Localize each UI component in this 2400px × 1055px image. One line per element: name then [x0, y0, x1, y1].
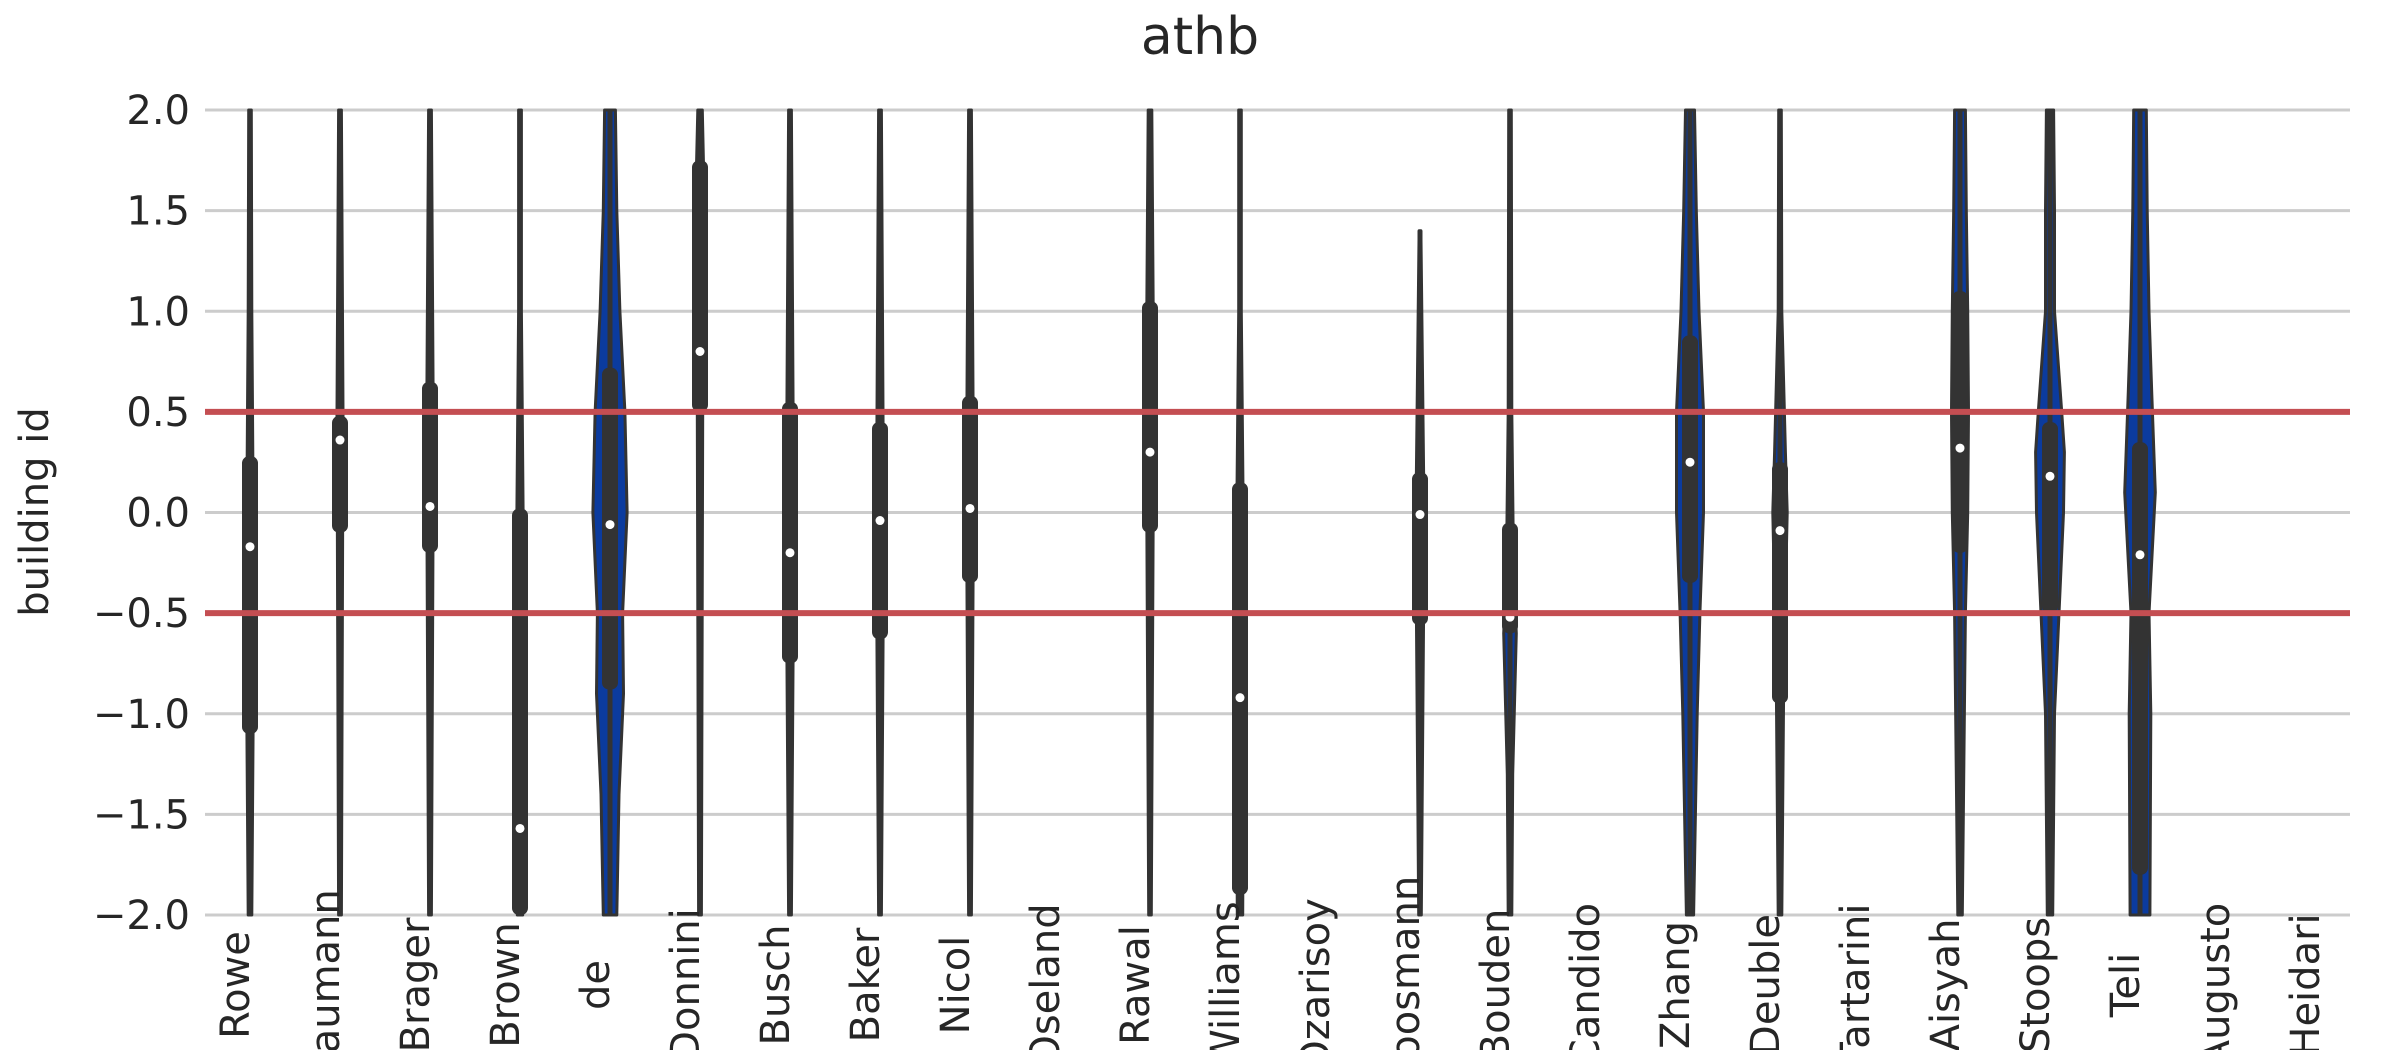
violin-iqr-box — [512, 508, 528, 915]
violin-iqr-box — [962, 395, 978, 583]
x-tick-label: Bouden — [1473, 909, 1519, 1050]
x-tick-label: Heidari — [2283, 913, 2329, 1050]
x-tick-labels: Rowe Baumann Brager Brown de Donnini Busch Bake… — [213, 876, 2329, 1055]
y-tick-label: −2.0 — [93, 893, 190, 939]
x-tick-label: Brown — [483, 922, 529, 1048]
y-tick-label: 2.0 — [126, 88, 190, 134]
violin-iqr-box — [1772, 462, 1788, 704]
x-tick-label: Baker — [843, 927, 889, 1042]
x-tick-label: Deuble — [1743, 914, 1789, 1050]
y-axis-label: building id — [12, 407, 58, 616]
violin-iqr-box — [242, 456, 258, 734]
violin-median-point — [425, 501, 435, 511]
violin-median-point — [785, 548, 795, 558]
x-tick-label: Teli — [2103, 953, 2149, 1018]
x-tick-label: Augusto — [2193, 903, 2239, 1050]
violin-iqr-box — [1232, 482, 1248, 895]
violin-median-point — [1415, 510, 1425, 520]
x-tick-label: Rowe — [213, 931, 259, 1039]
violin-iqr-box — [1502, 522, 1518, 634]
violin-median-point — [2135, 550, 2145, 560]
violin-median-point — [515, 823, 525, 833]
violin-median-point — [965, 503, 975, 513]
x-tick-label: Brager — [393, 917, 439, 1050]
violin-median-point — [335, 435, 345, 445]
violin-iqr-box — [1952, 291, 1968, 553]
x-tick-label: Stoops — [2013, 917, 2059, 1050]
x-tick-label: Zhang — [1653, 921, 1699, 1049]
y-tick-label: 1.0 — [126, 289, 190, 335]
violin-median-point — [245, 542, 255, 552]
x-tick-label: Tartarini — [1833, 904, 1879, 1051]
violin-iqr-box — [1142, 301, 1158, 533]
violin-median-point — [1775, 526, 1785, 536]
violin-iqr-box — [332, 415, 348, 533]
y-tick-label: 1.5 — [126, 189, 190, 235]
violin-median-point — [1955, 443, 1965, 453]
y-tick-label: −0.5 — [93, 591, 190, 637]
violins-layer — [242, 108, 2157, 917]
x-tick-label: Nicol — [933, 936, 979, 1035]
x-tick-label: Rawal — [1113, 925, 1159, 1045]
violin-iqr-box — [1412, 472, 1428, 626]
violin-iqr-box — [872, 421, 888, 640]
x-tick-label: Busch — [753, 925, 799, 1046]
violin-iqr-box — [692, 160, 708, 412]
violin-median-point — [695, 347, 705, 356]
violin-median-point — [2045, 471, 2055, 481]
reference-lines-layer — [205, 408, 2350, 617]
y-tick-labels: −2.0 −1.5 −1.0 −0.5 0.0 0.5 1.0 1.5 2.0 — [93, 88, 190, 939]
violin-median-point — [605, 520, 615, 530]
y-tick-label: −1.5 — [93, 792, 190, 838]
violin-median-point — [875, 516, 885, 526]
x-tick-label: Baumann — [303, 889, 349, 1050]
violin-iqr-box — [782, 401, 798, 664]
y-tick-label: 0.5 — [126, 390, 190, 436]
x-tick-label: de — [573, 960, 619, 1010]
y-tick-label: −1.0 — [93, 692, 190, 738]
violin-median-point — [1685, 457, 1695, 467]
chart-title: athb — [1141, 7, 1259, 67]
x-tick-label: Donnini — [663, 908, 709, 1050]
x-tick-label: Williams — [1203, 901, 1249, 1050]
violin-median-point — [1145, 447, 1155, 457]
violin-iqr-box — [2042, 421, 2058, 614]
violin-median-point — [1235, 693, 1245, 703]
y-tick-label: 0.0 — [126, 491, 190, 537]
x-tick-label: Candido — [1563, 903, 1609, 1050]
violin-iqr-box — [2132, 442, 2148, 875]
x-tick-label: Aisyah — [1923, 919, 1969, 1050]
violin-iqr-box — [422, 381, 438, 553]
x-tick-label: Oseland — [1023, 903, 1069, 1050]
x-tick-label: Moosmann — [1383, 876, 1429, 1050]
x-tick-label: Ozarisoy — [1293, 898, 1339, 1050]
